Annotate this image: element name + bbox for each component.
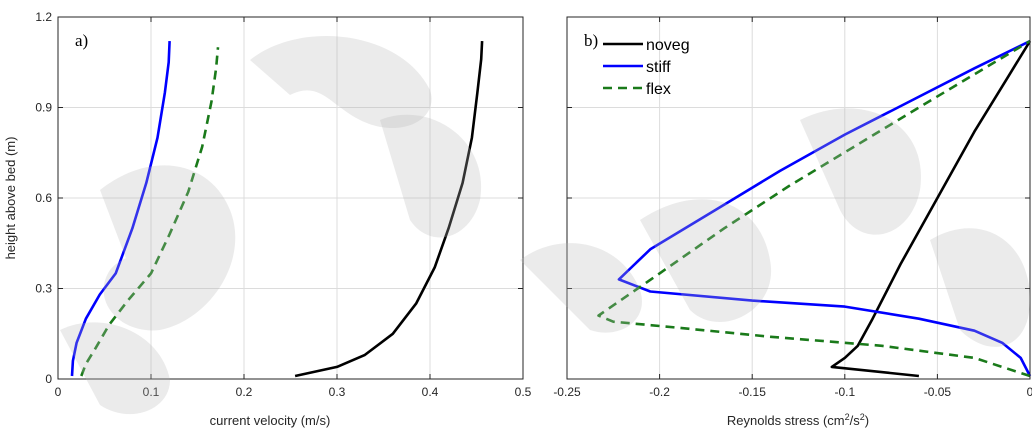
x-tick-label: -0.05 [924,385,952,399]
x-tick-label: 0 [55,385,62,399]
panel-label: a) [75,31,88,50]
y-tick-label: 0.6 [35,191,52,205]
series-line-stiff [617,39,1032,377]
x-tick-label: 0 [1027,385,1032,399]
y-tick-label: 0.9 [35,101,52,115]
y-tick-label: 0.3 [35,282,52,296]
legend-label-stiff: stiff [646,59,671,76]
x-tick-label: -0.25 [553,385,581,399]
panel-b: -0.25 -0.2 -0.15 -0.1 -0.05 0 b) noveg stiff flex [553,16,1032,399]
legend-label-flex: flex [646,81,671,98]
series-line-flex [597,39,1031,378]
x-tick-label: 0.2 [236,385,253,399]
legend-label-noveg: noveg [646,37,690,54]
y-tick-label: 0 [45,372,52,386]
series-line-a-0 [70,41,171,377]
panel-a: 0 0.1 0.2 0.3 0.4 0.5 0 0.3 0.6 0.9 1.2 a) [35,10,531,399]
x-tick-label: 0.1 [143,385,160,399]
series-line-noveg [830,40,1032,378]
x-tick-label: -0.1 [834,385,855,399]
x-tick-label: 0.3 [329,385,346,399]
series-line-a-2 [294,41,484,378]
x-tick-label: -0.2 [649,385,670,399]
y-axis-label: height above bed (m) [3,137,18,260]
y-tick-label: 1.2 [35,10,52,24]
x-axis-label-a: current velocity (m/s) [210,413,331,428]
x-axis-label-b: Reynolds stress (cm2/s2) [727,412,869,428]
x-tick-label: 0.5 [515,385,532,399]
x-tick-label: -0.15 [739,385,767,399]
panel-label: b) [584,31,598,50]
x-tick-label: 0.4 [422,385,439,399]
